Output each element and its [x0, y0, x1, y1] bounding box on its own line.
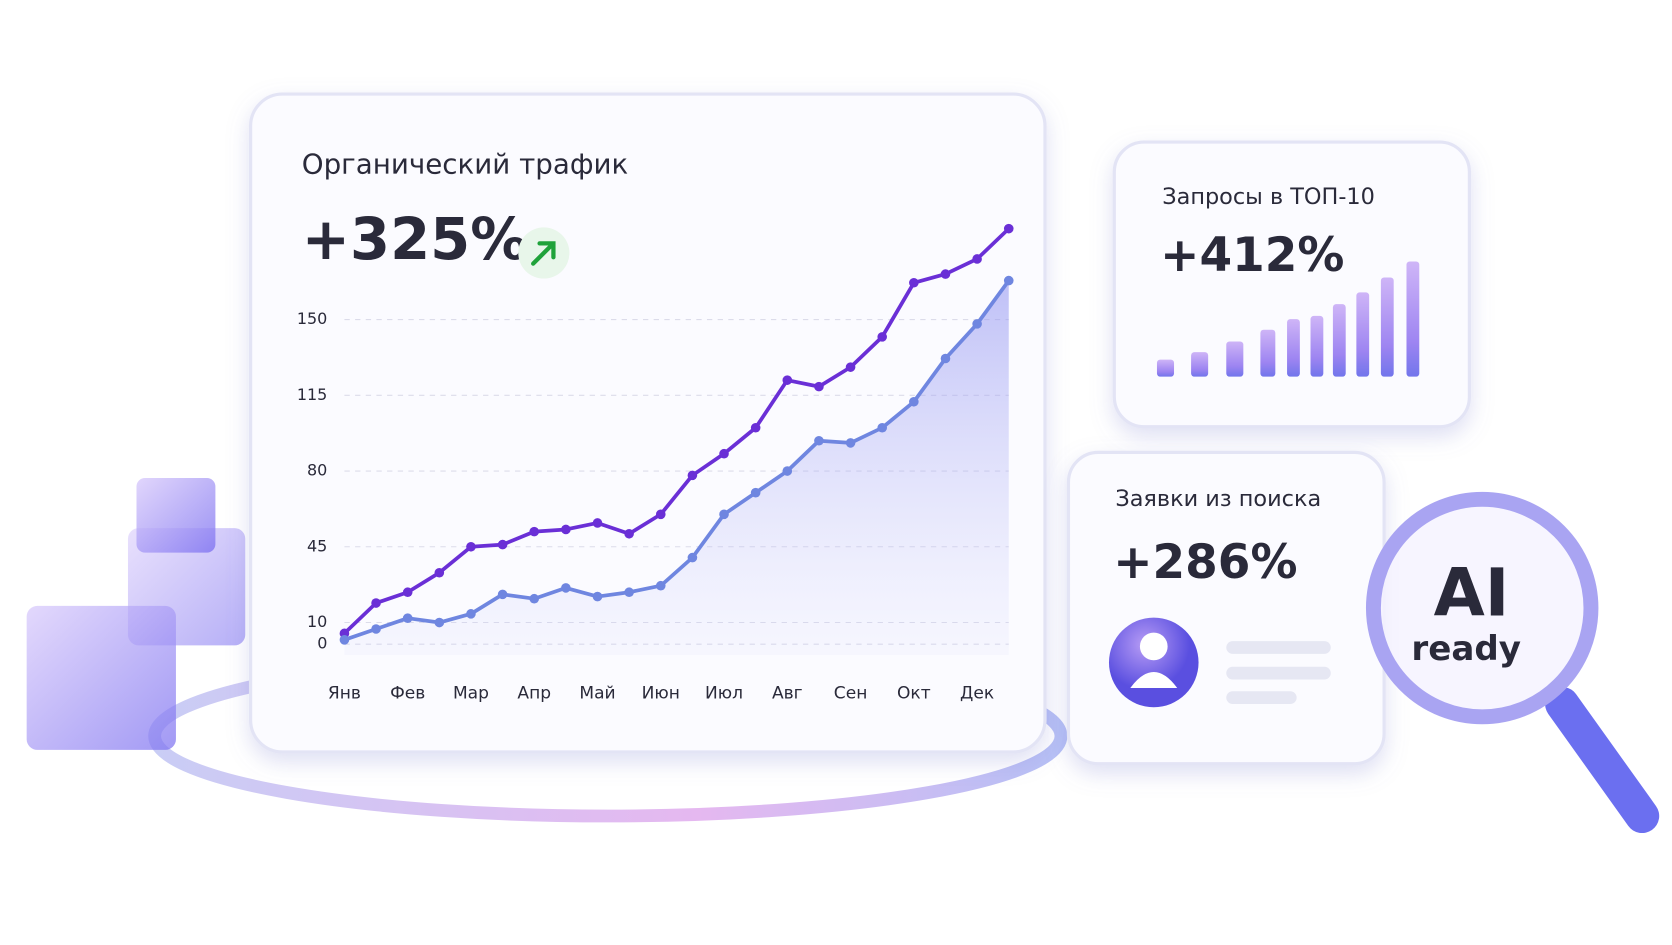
- cube: [26, 605, 176, 750]
- point: [434, 567, 445, 578]
- badge-text: AI: [1434, 554, 1510, 631]
- card-title: Запросы в ТОП-10: [1162, 184, 1375, 210]
- point: [529, 593, 540, 604]
- y-tick-label: 10: [307, 612, 327, 631]
- x-tick-label: Июл: [705, 683, 743, 703]
- line: [343, 279, 1011, 642]
- y-tick-label: 0: [317, 634, 327, 653]
- area: [344, 280, 1009, 655]
- avatar-body: [1130, 672, 1178, 689]
- point: [877, 422, 888, 433]
- point: [592, 591, 603, 602]
- magnifier-handle: [1545, 686, 1660, 834]
- point: [687, 552, 698, 563]
- x-tick-label: Дек: [960, 683, 994, 703]
- point: [561, 583, 571, 593]
- point: [1003, 223, 1014, 234]
- point: [750, 422, 761, 433]
- point: [434, 617, 445, 628]
- point: [371, 598, 381, 608]
- point: [1003, 275, 1014, 286]
- point: [624, 528, 634, 539]
- x-tick-label: Авг: [772, 683, 803, 703]
- point: [561, 524, 571, 535]
- text-placeholder: [1226, 641, 1331, 705]
- point: [371, 624, 381, 634]
- avatar: [1108, 617, 1199, 708]
- point: [466, 541, 476, 552]
- point: [940, 353, 951, 364]
- y-tick-label: 150: [297, 309, 328, 328]
- point: [624, 587, 634, 598]
- x-tick-label: Май: [579, 683, 615, 703]
- point: [940, 269, 951, 279]
- point: [719, 448, 729, 459]
- point: [814, 381, 824, 392]
- point: [402, 613, 413, 623]
- headline: +325%: [302, 206, 528, 273]
- x-tick-label: Янв: [328, 683, 361, 703]
- line: [343, 227, 1011, 635]
- x-tick-label: Фев: [390, 683, 425, 703]
- point: [687, 470, 698, 481]
- chart-title: Органический трафик: [302, 148, 629, 181]
- card-value: +412%: [1160, 228, 1344, 283]
- point: [655, 509, 666, 520]
- point: [909, 277, 919, 288]
- point: [814, 435, 824, 446]
- point: [877, 332, 888, 342]
- point: [782, 375, 793, 385]
- x-tick-label: Апр: [517, 683, 551, 703]
- avatar-head: [1139, 632, 1168, 661]
- point: [719, 509, 729, 520]
- x-tick-label: Мар: [453, 683, 489, 703]
- cube: [136, 477, 216, 553]
- x-tick-label: Июн: [642, 683, 680, 703]
- y-tick-label: 45: [307, 536, 327, 555]
- x-tick-label: Окт: [897, 683, 931, 703]
- magnifier-lens: [1365, 491, 1599, 725]
- point: [845, 438, 856, 448]
- badge-text: ready: [1411, 629, 1521, 669]
- y-tick-label: 115: [297, 385, 328, 404]
- point: [845, 362, 856, 372]
- point: [497, 539, 508, 550]
- point: [655, 580, 666, 591]
- card-value: +286%: [1113, 535, 1297, 590]
- point: [972, 254, 982, 264]
- x-tick-label: Сен: [834, 683, 868, 703]
- point: [339, 635, 350, 645]
- mini-bars: [1156, 261, 1420, 377]
- plot: 0 10 45 80 115 150 Янв Фев Мар Апр Май Июн Июл Авг Сен…: [297, 223, 1014, 703]
- point: [402, 587, 413, 598]
- point: [466, 609, 476, 619]
- point: [782, 466, 793, 476]
- card-title: Заявки из поиска: [1115, 486, 1321, 512]
- point: [592, 518, 603, 528]
- trend-arrow: [531, 241, 556, 266]
- point: [529, 526, 540, 537]
- y-tick-label: 80: [307, 461, 327, 480]
- point: [497, 589, 508, 600]
- point: [972, 319, 982, 329]
- point: [750, 487, 761, 498]
- point: [909, 396, 919, 407]
